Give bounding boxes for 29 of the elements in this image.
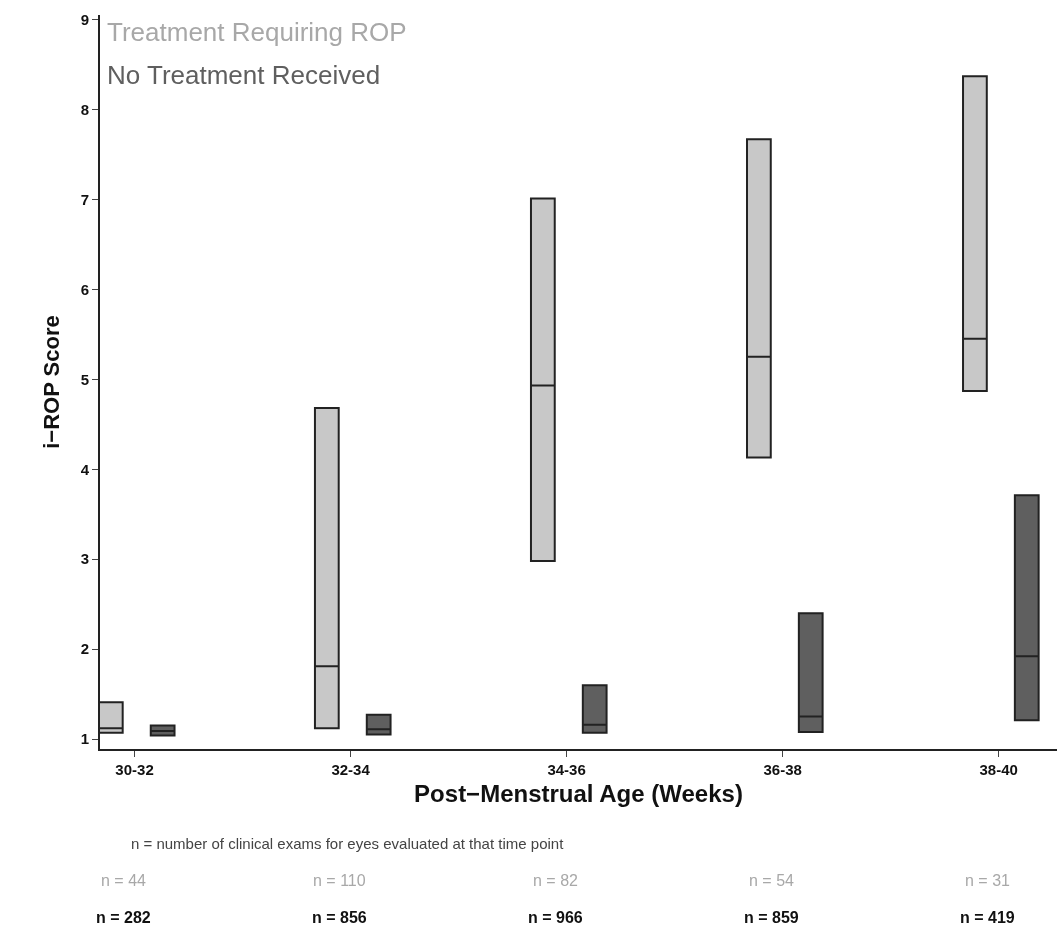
y-tick-label: 5: [80, 370, 89, 388]
x-tick-label: 30-32: [115, 761, 154, 778]
y-tick-label: 1: [80, 730, 89, 748]
y-tick-label: 3: [80, 550, 89, 568]
text: No Treatment Received: [107, 60, 381, 90]
text: n = 859: [744, 909, 799, 926]
y-tick-label: 9: [80, 10, 89, 28]
x-tick-label: 32-34: [331, 761, 371, 778]
text: n = 966: [528, 909, 583, 926]
text: n = 856: [312, 909, 367, 926]
x-tick-label: 38-40: [979, 761, 1018, 778]
text: n = 110: [313, 872, 366, 889]
text: n = 44: [101, 872, 147, 889]
text: n = 82: [533, 872, 579, 889]
x-axis-title: Post−Menstrual Age (Weeks): [414, 779, 743, 807]
y-tick-label: 2: [80, 640, 89, 658]
x-tick-label: 36-38: [763, 761, 802, 778]
y-axis-title: i−ROP Score: [38, 315, 64, 449]
x-tick-label: 34-36: [547, 761, 586, 778]
text: Treatment Requiring ROP: [107, 17, 407, 47]
text: n = number of clinical exams for eyes evaluated at that time point: [131, 835, 565, 852]
text: n = 419: [960, 909, 1015, 926]
text: n = 31: [965, 872, 1011, 889]
y-tick-label: 8: [80, 100, 89, 118]
y-tick-label: 6: [80, 280, 89, 298]
y-tick-label: 4: [80, 460, 90, 478]
y-tick-label: 7: [80, 190, 89, 208]
text: n = 54: [749, 872, 795, 889]
text: n = 282: [96, 909, 151, 926]
